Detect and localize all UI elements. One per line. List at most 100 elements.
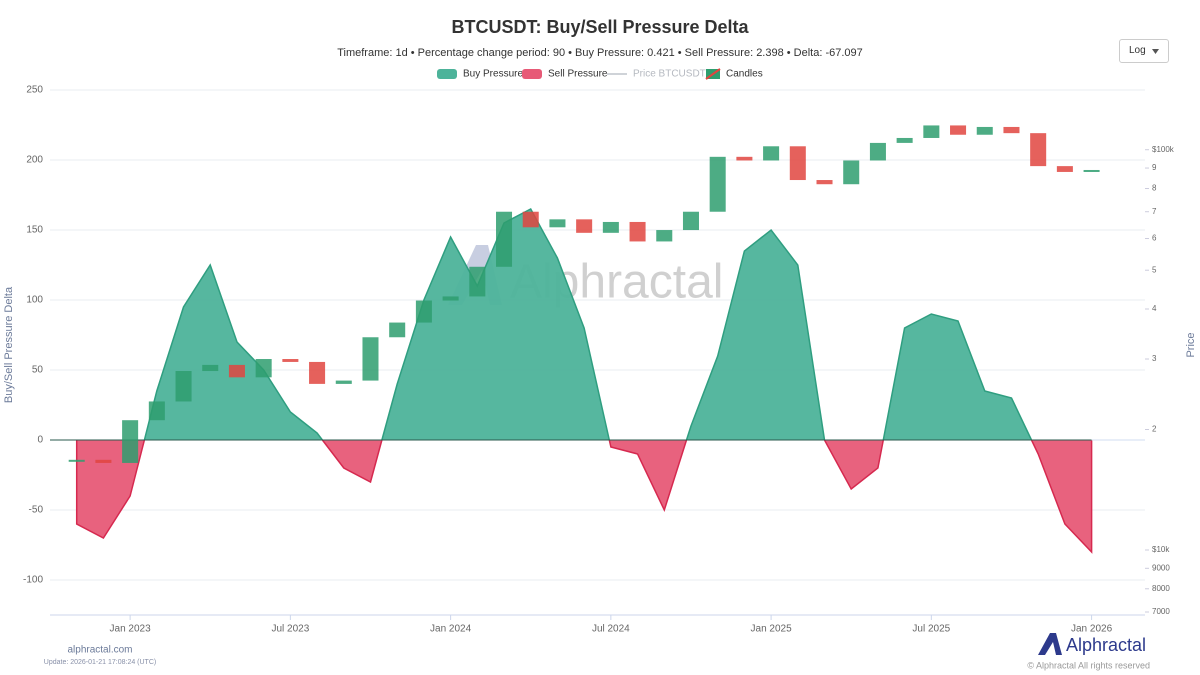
update-time: Update: 2026-01-21 17:08:24 (UTC) (44, 659, 156, 666)
legend-item[interactable]: Sell Pressure (522, 69, 608, 80)
candle (148, 401, 165, 421)
y-tick-label: 150 (26, 225, 43, 236)
candle (389, 322, 406, 338)
x-tick-label: Jan 2023 (110, 624, 152, 635)
y2-tick-label: $100k (1152, 145, 1175, 154)
candle (282, 359, 299, 362)
legend-item[interactable]: Buy Pressure (437, 69, 523, 80)
delta-line (1030, 439, 1093, 554)
candle (763, 146, 780, 161)
delta-line (143, 263, 323, 441)
delta-area (1031, 440, 1092, 552)
delta-area (144, 265, 323, 440)
y-tick-label: 50 (32, 365, 44, 376)
candle (682, 211, 699, 231)
candle (896, 137, 913, 143)
candle (736, 156, 753, 161)
candle (1083, 169, 1100, 172)
y2-tick-label: 8 (1152, 184, 1157, 193)
scale-selector-value: Log (1129, 45, 1146, 56)
delta-line (75, 439, 146, 539)
candle (950, 125, 967, 135)
legend-swatch (705, 68, 721, 80)
y2-tick-label: $10k (1152, 545, 1170, 554)
scale-selector[interactable]: Log (1119, 39, 1169, 63)
delta-line (685, 228, 826, 441)
delta-area (824, 440, 884, 489)
delta-area (322, 440, 382, 482)
legend-label: Buy Pressure (463, 69, 523, 80)
x-tick-label: Jul 2023 (271, 624, 309, 635)
x-tick-label: Jul 2025 (912, 624, 950, 635)
y-tick-label: -50 (29, 505, 44, 516)
y2-tick-label: 7000 (1152, 607, 1170, 616)
delta-area (883, 314, 1032, 440)
delta-area (686, 230, 825, 440)
y2-tick-label: 6 (1152, 234, 1157, 243)
candle (923, 125, 940, 138)
candle (68, 459, 85, 462)
y-tick-label: 250 (26, 85, 43, 96)
candle (469, 266, 486, 297)
dropdown-arrow (1152, 49, 1159, 54)
candle (309, 361, 326, 384)
x-tick-label: Jan 2026 (1071, 624, 1113, 635)
brand-name: Alphractal (1066, 635, 1146, 655)
y-tick-label: 0 (37, 435, 43, 446)
y2-tick-label: 5 (1152, 265, 1157, 274)
candle (228, 364, 245, 378)
candle (522, 211, 539, 228)
legend-item[interactable]: Candles (705, 68, 763, 80)
candle (843, 160, 860, 185)
candle (442, 296, 459, 301)
candle (175, 371, 192, 402)
candle (415, 300, 432, 323)
y-tick-label: 100 (26, 295, 43, 306)
chart-title: BTCUSDT: Buy/Sell Pressure Delta (451, 17, 749, 37)
y2-tick-label: 2 (1152, 425, 1157, 434)
legend-label: Candles (726, 69, 763, 80)
candle (656, 230, 673, 242)
candle (576, 219, 593, 233)
candle (709, 156, 726, 212)
legend-item[interactable]: Price BTCUSDT (607, 69, 706, 80)
y2-tick-label: 9 (1152, 163, 1157, 172)
chart-subtitle: Timeframe: 1d • Percentage change period… (337, 47, 863, 59)
delta-line (823, 439, 885, 491)
candle (335, 380, 352, 384)
y2-tick-label: 8000 (1152, 584, 1170, 593)
candle (869, 142, 886, 161)
candle (122, 420, 139, 463)
candle (816, 180, 833, 185)
legend-label: Price BTCUSDT (633, 69, 706, 80)
delta-line (882, 313, 1033, 441)
candle (1056, 166, 1073, 172)
delta-area (76, 440, 145, 538)
legend-label: Sell Pressure (548, 69, 608, 80)
y2-tick-label: 4 (1152, 304, 1157, 313)
candle (976, 126, 993, 135)
delta-line (381, 207, 611, 441)
y2-axis-label: Price (1185, 332, 1197, 357)
brand-logo (1038, 633, 1062, 655)
candle (602, 221, 619, 233)
candle (95, 459, 112, 463)
candle (202, 364, 219, 372)
candle (362, 337, 379, 381)
legend-swatch (522, 69, 542, 79)
candle (789, 146, 806, 181)
y2-tick-label: 7 (1152, 207, 1157, 216)
candle (496, 211, 513, 267)
candle (549, 219, 566, 228)
y2-tick-label: 9000 (1152, 563, 1170, 572)
site-link[interactable]: alphractal.com (67, 645, 132, 656)
candle (1003, 126, 1020, 134)
y-tick-label: -100 (23, 575, 43, 586)
delta-line (608, 439, 688, 513)
x-tick-label: Jan 2024 (430, 624, 472, 635)
y-axis-label: Buy/Sell Pressure Delta (3, 286, 15, 403)
candle (629, 221, 646, 242)
legend-swatch (437, 69, 457, 79)
